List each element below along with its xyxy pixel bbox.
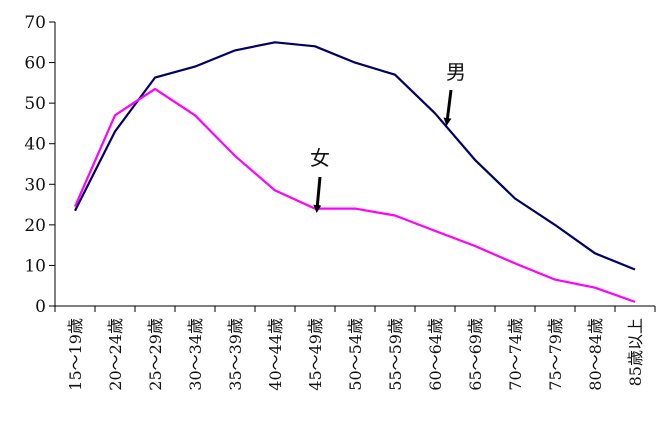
x-tick-label: 60～64歳: [426, 318, 445, 391]
x-tick-label: 15～19歳: [66, 318, 85, 391]
x-tick-label: 40～44歳: [266, 318, 285, 391]
x-tick-label: 85歳以上: [626, 318, 645, 386]
y-tick-label: 50: [24, 94, 46, 114]
series-lines: [73, 41, 636, 303]
x-tick-label: 55～59歳: [386, 318, 405, 391]
y-tick-label: 0: [35, 297, 46, 317]
y-axis: 0 10 20 30 40 50 60 70: [24, 13, 56, 317]
x-tick-label: 75～79歳: [546, 318, 565, 391]
y-tick-label: 40: [24, 135, 46, 155]
x-tick-label: 80～84歳: [586, 318, 605, 391]
annotation-arrow: [313, 176, 322, 213]
annotation-arrow: [443, 89, 453, 126]
x-axis: 15～19歳 20～24歳 25～29歳 30～34歳 35～39歳 40～44歳 45～4…: [54, 305, 656, 391]
y-tick-label: 10: [24, 256, 46, 276]
x-tick-label: 65～69歳: [466, 318, 485, 391]
x-tick-label: 35～39歳: [226, 318, 245, 391]
x-tick-label: 50～54歳: [346, 318, 365, 391]
y-tick-label: 20: [24, 216, 46, 236]
x-tick-label: 30～34歳: [186, 318, 205, 391]
x-tick-label: 70～74歳: [506, 318, 525, 391]
y-tick-label: 30: [24, 175, 46, 195]
annotation-male: 男: [446, 60, 466, 84]
series-line-female: [73, 87, 636, 303]
y-tick-label: 70: [24, 13, 46, 33]
series-line-male: [74, 41, 636, 271]
x-tick-label: 45～49歳: [306, 318, 325, 391]
annotation-female: 女: [310, 146, 330, 170]
x-tick-label: 25～29歳: [146, 318, 165, 391]
annotations: 男女: [310, 60, 466, 213]
y-tick-label: 60: [24, 54, 46, 74]
x-tick-label: 20～24歳: [106, 318, 125, 391]
